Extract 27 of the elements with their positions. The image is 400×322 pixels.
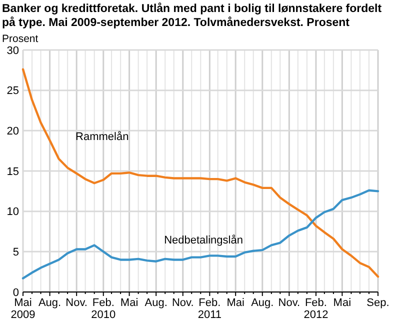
- x-tick-label: Mai: [120, 297, 138, 309]
- y-axis-title: Prosent: [2, 33, 38, 45]
- x-tick-label: Mai 2009: [10, 297, 36, 321]
- x-tick-label: Nov.: [66, 297, 88, 309]
- x-tick-label: Nov.: [172, 297, 194, 309]
- x-tick-label: Nov.: [278, 297, 300, 309]
- y-tick-label: 5: [12, 246, 19, 259]
- y-tick-label: 15: [6, 166, 19, 178]
- x-tick-label: Mai: [226, 297, 244, 309]
- x-tick-label: Feb. 2011: [198, 297, 222, 321]
- y-tick-label: 30: [6, 44, 19, 57]
- x-tick-label: Sep.: [366, 297, 390, 309]
- y-tick-label: 25: [6, 85, 19, 98]
- y-tick-label: 10: [6, 206, 19, 218]
- line-series: [22, 68, 380, 278]
- x-tick-label: Aug.: [144, 297, 168, 309]
- x-tick-label: Mai: [333, 297, 352, 309]
- y-tick-label: 0: [12, 286, 19, 299]
- x-tick-label: Feb. 2012: [304, 297, 328, 321]
- line-series: [22, 189, 380, 280]
- x-tick-label: Aug.: [38, 297, 62, 309]
- text: Rammelån: [76, 130, 129, 143]
- x-tick-label: Feb. 2010: [91, 297, 116, 321]
- x-tick-label: Aug.: [251, 297, 274, 309]
- chart-title: Banker og kredittforetak. Utlån med pant i bolig til lønnstakere fordelt på type. Mai 2009-september 2012. Tolvmånedersvekst. Prosent: [2, 2, 382, 29]
- y-tick-label: 20: [6, 126, 19, 138]
- series-label: Nedbetalingslån: [164, 234, 243, 246]
